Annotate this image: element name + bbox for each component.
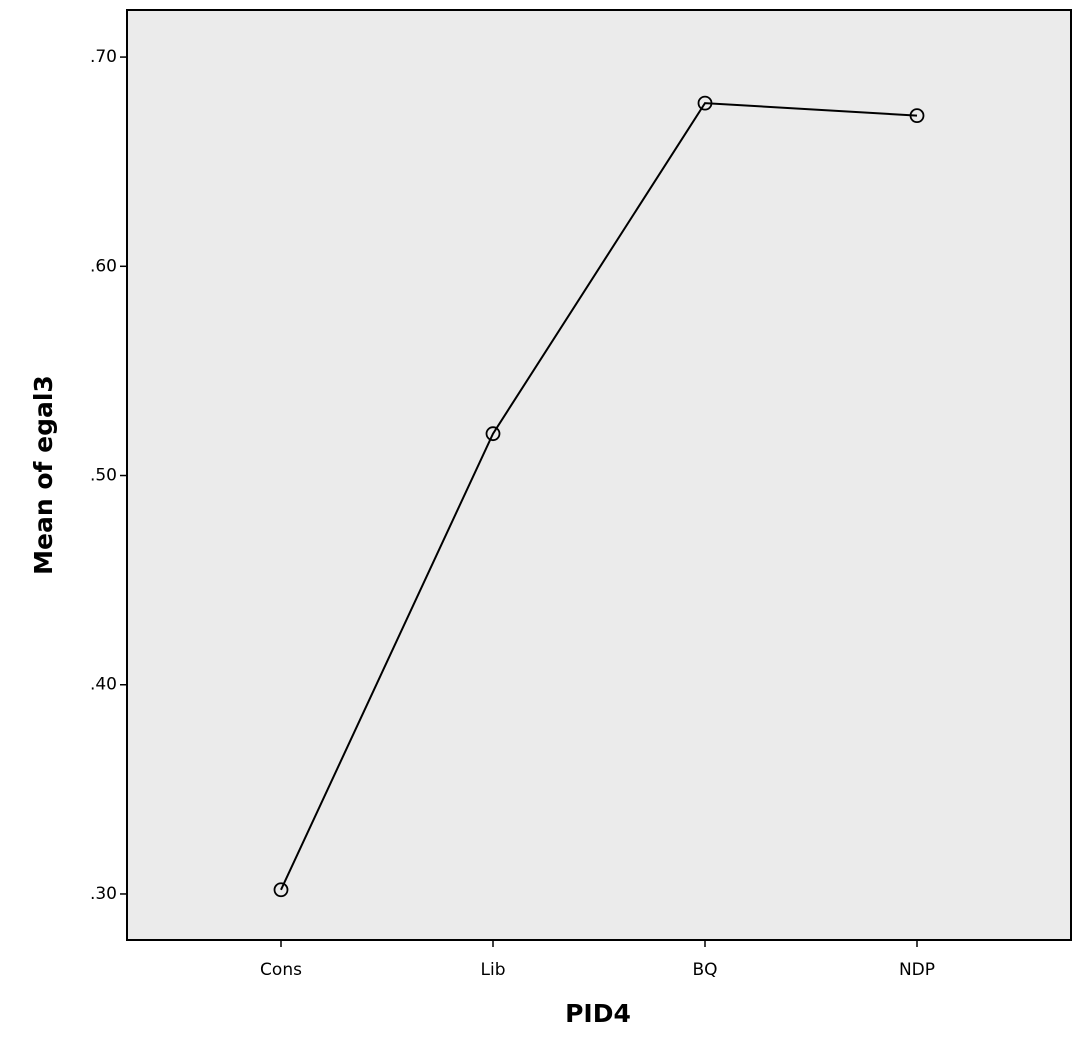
line: [280, 102, 918, 891]
y-tick-label: .60: [90, 256, 117, 276]
point: [697, 95, 713, 111]
x-tick-label: Cons: [260, 960, 302, 980]
point: [485, 426, 501, 442]
x-tick-label: Lib: [481, 960, 506, 980]
x-tick-label: NDP: [899, 960, 935, 980]
plot-area: [126, 9, 1072, 941]
point: [273, 882, 289, 898]
y-axis-title: Mean of egal3: [29, 375, 58, 575]
x-tick-label: BQ: [692, 960, 717, 980]
x-axis-title: PID4: [565, 999, 631, 1028]
y-tick-label: .30: [90, 884, 117, 904]
y-tick-label: .70: [90, 47, 117, 67]
point: [909, 108, 925, 124]
y-tick-label: .40: [90, 675, 117, 695]
y-tick-label: .50: [90, 466, 117, 486]
